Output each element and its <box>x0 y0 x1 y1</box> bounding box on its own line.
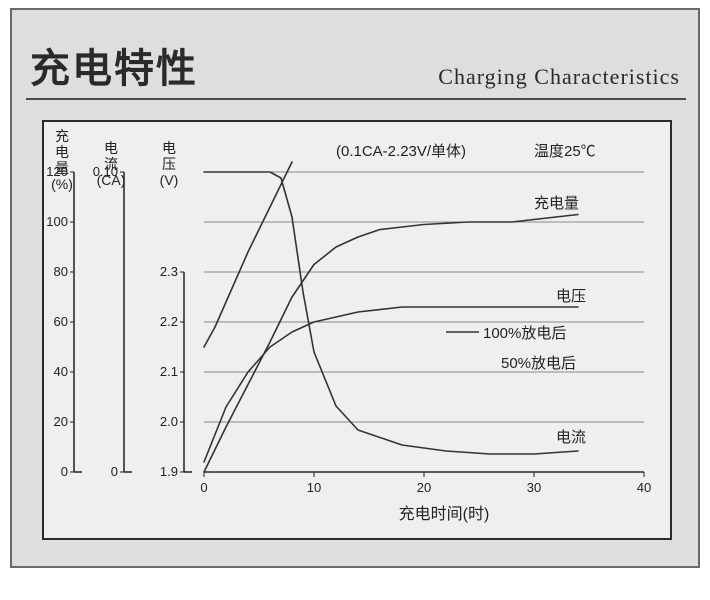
svg-text:30: 30 <box>527 480 541 495</box>
svg-text:40: 40 <box>54 364 68 379</box>
svg-text:0: 0 <box>61 464 68 479</box>
svg-text:0.10: 0.10 <box>93 164 118 179</box>
svg-text:120: 120 <box>46 164 68 179</box>
chart-svg: 02040608010012000.200.400.600.800.101.92… <box>44 122 670 538</box>
svg-text:60: 60 <box>54 314 68 329</box>
svg-text:10: 10 <box>307 480 321 495</box>
svg-text:40: 40 <box>637 480 651 495</box>
svg-text:80: 80 <box>54 264 68 279</box>
svg-text:2.0: 2.0 <box>160 414 178 429</box>
legend-50: 50%放电后 <box>501 352 576 373</box>
title-en: Charging Characteristics <box>438 64 680 90</box>
svg-text:2.3: 2.3 <box>160 264 178 279</box>
svg-text:20: 20 <box>54 414 68 429</box>
svg-text:1.9: 1.9 <box>160 464 178 479</box>
annot-current: 电流 <box>556 426 586 447</box>
legend-100: 100%放电后 <box>483 322 566 343</box>
svg-text:20: 20 <box>417 480 431 495</box>
annot-temperature: 温度25℃ <box>534 140 596 161</box>
chart-box: 充 电 量 (%) 电 流 (CA) 电 压 (V) 0204060801001… <box>42 120 672 540</box>
svg-text:100: 100 <box>46 214 68 229</box>
svg-text:0: 0 <box>200 480 207 495</box>
title-cn: 充电特性 <box>30 47 198 91</box>
annot-charge: 充电量 <box>534 192 579 213</box>
svg-text:2.1: 2.1 <box>160 364 178 379</box>
title-underline <box>26 98 686 100</box>
title-row: 充电特性 Charging Characteristics <box>30 36 680 94</box>
annot-condition: (0.1CA-2.23V/单体) <box>336 140 466 161</box>
annot-voltage: 电压 <box>556 285 586 306</box>
svg-text:0: 0 <box>111 464 118 479</box>
panel-frame: 充电特性 Charging Characteristics 充 电 量 (%) … <box>10 8 700 568</box>
x-axis-title: 充电时间(时) <box>364 500 524 524</box>
svg-text:2.2: 2.2 <box>160 314 178 329</box>
